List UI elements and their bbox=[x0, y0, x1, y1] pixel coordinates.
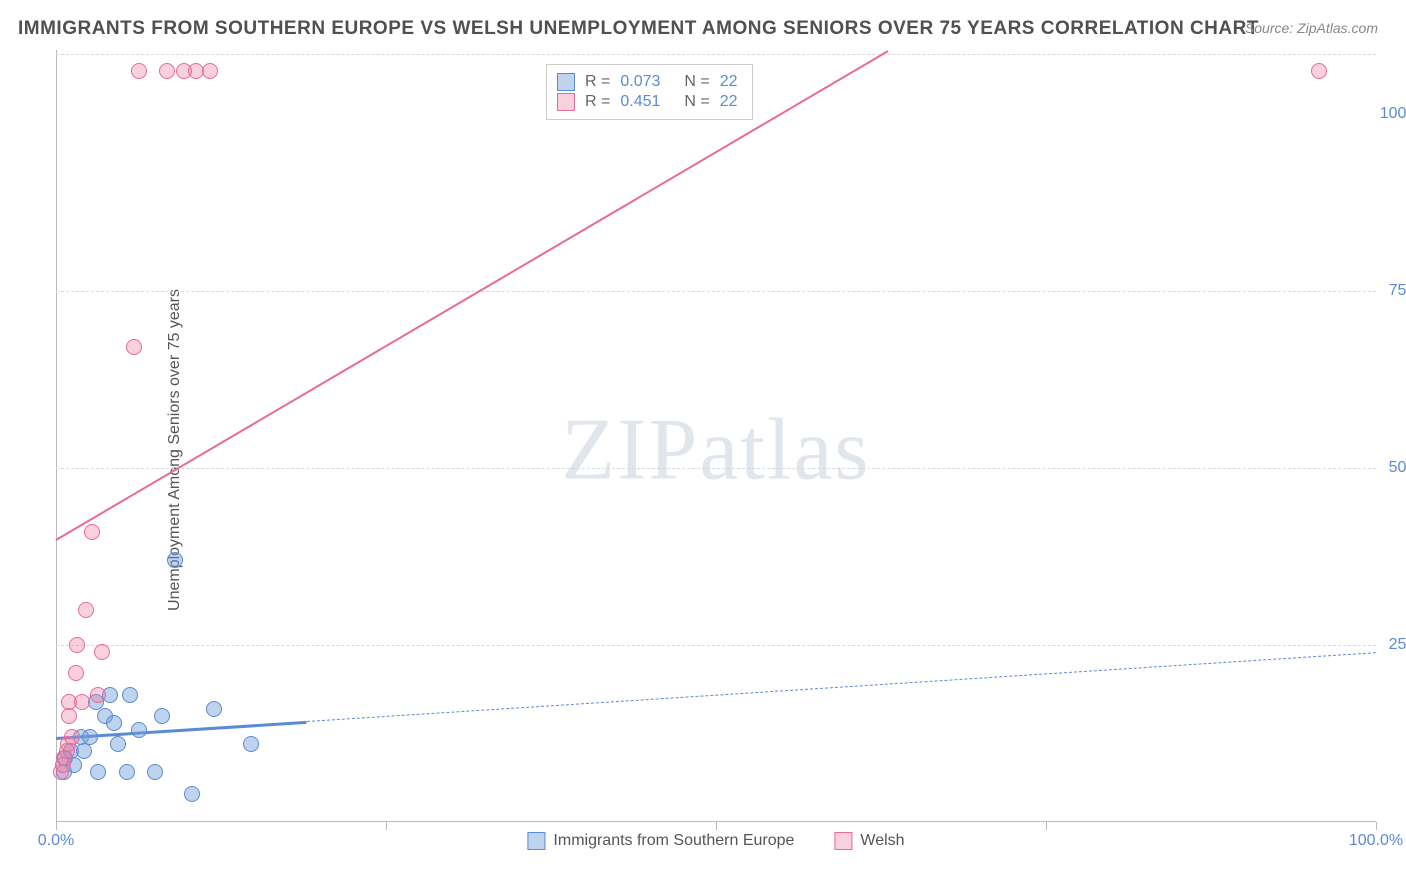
trend-line bbox=[307, 652, 1376, 722]
data-point bbox=[154, 708, 170, 724]
data-point bbox=[90, 764, 106, 780]
legend-r-value: 0.451 bbox=[620, 93, 660, 111]
data-point bbox=[61, 708, 77, 724]
legend-n-value: 22 bbox=[720, 93, 738, 111]
legend-row: R = 0.451 N = 22 bbox=[557, 93, 738, 111]
y-tick-label: 25.0% bbox=[1389, 636, 1406, 654]
data-point bbox=[84, 524, 100, 540]
legend-r-label: R = bbox=[585, 73, 610, 91]
grid-line bbox=[56, 468, 1376, 469]
legend-swatch bbox=[557, 73, 575, 91]
plot-region: ZIPatlas R =0.073N =22R =0.451N =22 25.0… bbox=[56, 50, 1376, 850]
x-tick-label: 0.0% bbox=[38, 832, 74, 850]
data-point bbox=[78, 602, 94, 618]
series-legend-label: Welsh bbox=[860, 832, 904, 850]
data-point bbox=[90, 687, 106, 703]
y-axis-line bbox=[56, 50, 57, 822]
legend-swatch bbox=[834, 832, 852, 850]
data-point bbox=[243, 736, 259, 752]
data-point bbox=[206, 701, 222, 717]
grid-line bbox=[56, 54, 1376, 55]
x-tick-mark bbox=[716, 822, 717, 830]
data-point bbox=[131, 63, 147, 79]
x-tick-label: 100.0% bbox=[1349, 832, 1403, 850]
x-tick-mark bbox=[386, 822, 387, 830]
data-point bbox=[147, 764, 163, 780]
data-point bbox=[64, 729, 80, 745]
legend-row: R = 0.073 N = 22 bbox=[557, 73, 738, 91]
legend-r-label: R = bbox=[585, 93, 610, 111]
legend-swatch bbox=[557, 93, 575, 111]
legend-n-label: N = bbox=[684, 73, 709, 91]
data-point bbox=[68, 665, 84, 681]
legend-r-value: 0.073 bbox=[620, 73, 660, 91]
source-label: Source: ZipAtlas.com bbox=[1245, 20, 1378, 36]
data-point bbox=[94, 644, 110, 660]
y-tick-label: 50.0% bbox=[1389, 459, 1406, 477]
data-point bbox=[122, 687, 138, 703]
watermark: ZIPatlas bbox=[561, 400, 870, 501]
data-point bbox=[126, 339, 142, 355]
chart-title: IMMIGRANTS FROM SOUTHERN EUROPE VS WELSH… bbox=[18, 18, 1259, 40]
data-point bbox=[119, 764, 135, 780]
data-point bbox=[202, 63, 218, 79]
y-tick-label: 75.0% bbox=[1389, 282, 1406, 300]
x-tick-mark bbox=[1046, 822, 1047, 830]
series-legend-label: Immigrants from Southern Europe bbox=[553, 832, 794, 850]
data-point bbox=[76, 743, 92, 759]
data-point bbox=[167, 552, 183, 568]
series-legend-item: Welsh bbox=[834, 832, 904, 850]
data-point bbox=[82, 729, 98, 745]
legend-swatch bbox=[527, 832, 545, 850]
y-tick-label: 100.0% bbox=[1380, 105, 1406, 123]
chart-area: Unemployment Among Seniors over 75 years… bbox=[56, 50, 1376, 850]
grid-line bbox=[56, 645, 1376, 646]
grid-line bbox=[56, 291, 1376, 292]
x-tick-mark bbox=[1376, 822, 1377, 830]
data-point bbox=[74, 694, 90, 710]
data-point bbox=[184, 786, 200, 802]
data-point bbox=[106, 715, 122, 731]
series-legend-item: Immigrants from Southern Europe bbox=[527, 832, 794, 850]
legend-n-label: N = bbox=[684, 93, 709, 111]
series-legend: Immigrants from Southern Europe Welsh bbox=[527, 832, 904, 850]
x-tick-mark bbox=[56, 822, 57, 830]
data-point bbox=[110, 736, 126, 752]
data-point bbox=[69, 637, 85, 653]
data-point bbox=[131, 722, 147, 738]
data-point bbox=[159, 63, 175, 79]
data-point bbox=[1311, 63, 1327, 79]
legend-n-value: 22 bbox=[720, 73, 738, 91]
correlation-legend: R = 0.073 N = 22 R = 0.451 N = 22 bbox=[546, 64, 753, 120]
